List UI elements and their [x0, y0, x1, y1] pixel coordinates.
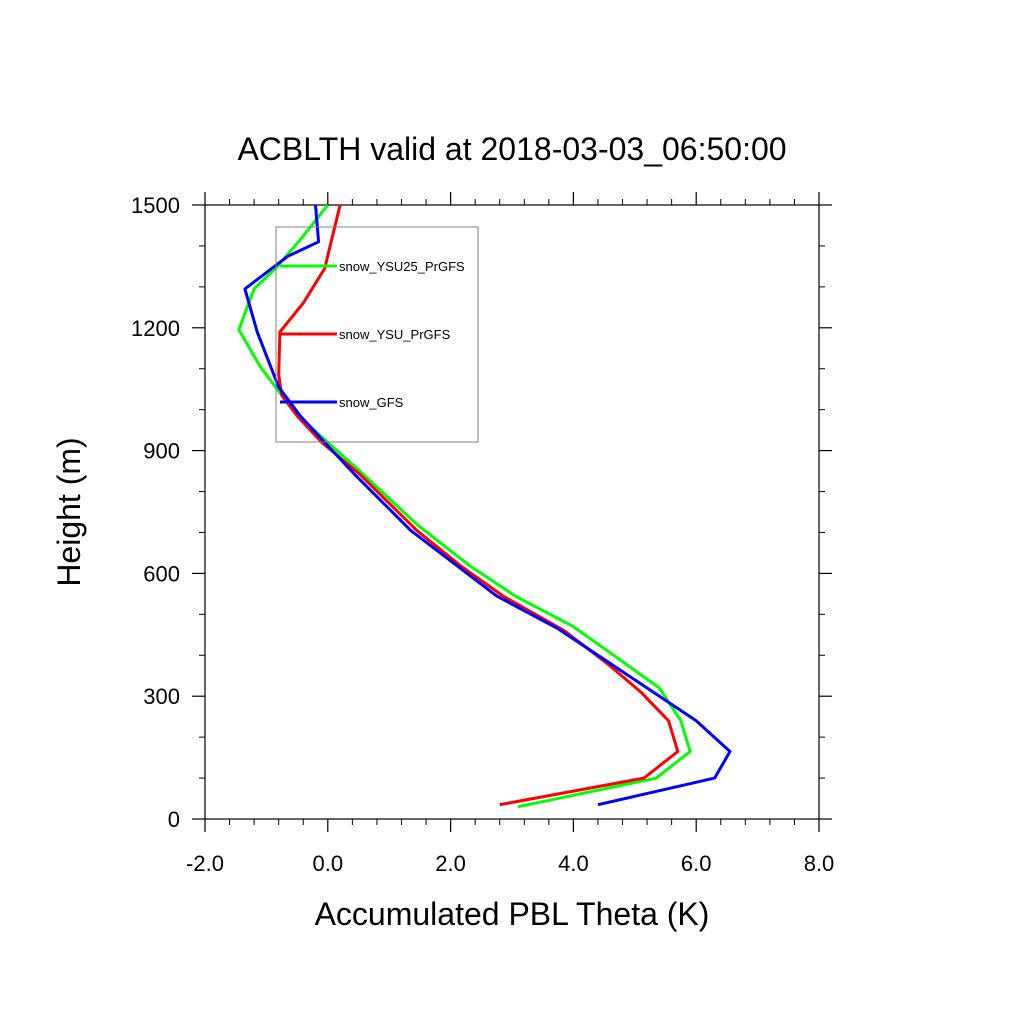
axis-ticks: [192, 192, 832, 832]
x-tick-label: 6.0: [681, 851, 712, 876]
y-tick-label: 1500: [131, 193, 180, 218]
series-line-snow_YSU25_PrGFS: [237, 204, 692, 809]
x-tick-label: -2.0: [186, 851, 224, 876]
series-line-snow_YSU_PrGFS: [277, 204, 680, 807]
plot-area: [204, 204, 820, 820]
legend-label-snow_YSU_PrGFS: snow_YSU_PrGFS: [339, 327, 451, 342]
y-tick-label: 900: [143, 439, 180, 464]
series-line-snow_GFS: [243, 204, 732, 807]
x-tick-labels: -2.0 0.0 2.0 4.0 6.0 8.0: [186, 851, 834, 876]
series-lines: [237, 204, 732, 809]
y-tick-label: 300: [143, 684, 180, 709]
y-axis-label: Height (m): [51, 437, 87, 586]
x-tick-label: 8.0: [804, 851, 835, 876]
plot-border: [204, 204, 820, 820]
legend-label-snow_GFS: snow_GFS: [339, 395, 404, 410]
legend-label-snow_YSU25_PrGFS: snow_YSU25_PrGFS: [339, 259, 465, 274]
x-tick-label: 0.0: [313, 851, 344, 876]
chart-title: ACBLTH valid at 2018-03-03_06:50:00: [237, 131, 786, 167]
y-tick-labels: 0 300 600 900 1200 1500: [131, 193, 180, 832]
x-tick-label: 4.0: [558, 851, 589, 876]
x-tick-label: 2.0: [435, 851, 466, 876]
x-axis-label: Accumulated PBL Theta (K): [315, 896, 710, 932]
y-tick-label: 1200: [131, 316, 180, 341]
legend: snow_YSU25_PrGFS snow_YSU_PrGFS snow_GFS: [275, 226, 479, 443]
legend-box: [275, 226, 479, 443]
y-tick-label: 600: [143, 561, 180, 586]
y-tick-label: 0: [168, 807, 180, 832]
